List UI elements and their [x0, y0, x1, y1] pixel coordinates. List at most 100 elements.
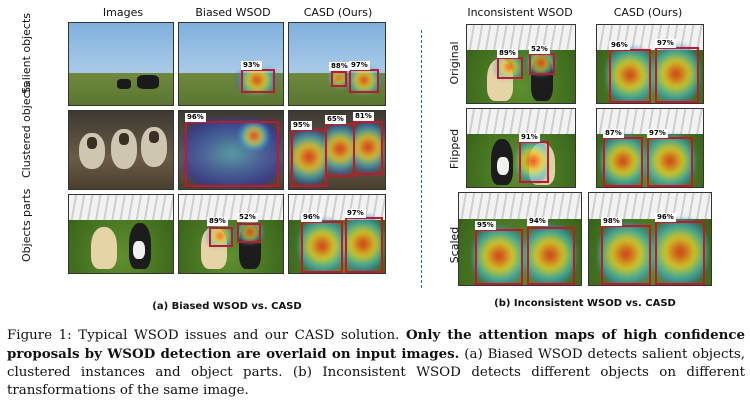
score-label: 97%: [655, 39, 676, 48]
score-label: 89%: [207, 217, 228, 226]
header-casd-right: CASD (Ours): [613, 6, 683, 19]
score-label: 89%: [497, 49, 518, 58]
image-original-inconsistent: 89% 52%: [466, 24, 576, 104]
image-parts-casd: 96% 97%: [288, 194, 386, 274]
detection-box: [527, 227, 575, 285]
detection-box: [301, 221, 343, 273]
attention-map: [653, 219, 707, 285]
score-label: 87%: [603, 129, 624, 138]
detection-box: [325, 123, 355, 177]
dog-shape: [91, 227, 117, 269]
score-label: 97%: [349, 61, 370, 70]
image-salient-original: [68, 22, 174, 106]
canopy-region: [467, 25, 575, 50]
header-images: Images: [102, 6, 144, 19]
detection-box: [601, 225, 651, 285]
attention-map: [325, 123, 355, 175]
detection-box: [609, 49, 651, 103]
attention-map: [517, 139, 549, 183]
score-label: 95%: [291, 121, 312, 130]
detection-box: [475, 229, 523, 285]
detection-box: [655, 47, 699, 103]
image-flipped-inconsistent: 91%: [466, 108, 576, 188]
score-label: 91%: [519, 133, 540, 142]
row-label-text: Clustered objects: [20, 82, 33, 178]
caption-rest: (a) Biased WSOD detects salient objects,…: [7, 347, 745, 398]
attention-map: [599, 223, 653, 285]
score-label: 96%: [609, 41, 630, 50]
score-label: 65%: [325, 115, 346, 124]
dog-chest: [497, 157, 509, 175]
image-flipped-casd: 87% 97%: [596, 108, 704, 188]
detection-box: [529, 53, 555, 75]
header-biased-wsod: Biased WSOD: [195, 6, 271, 19]
attention-map: [299, 219, 345, 273]
image-salient-biased: 93%: [178, 22, 284, 106]
image-scaled-casd: 98% 96%: [588, 192, 712, 286]
detection-box: [241, 69, 275, 93]
attention-map: [239, 123, 269, 149]
row-label-clustered: Clustered objects: [20, 82, 48, 178]
attention-map: [495, 55, 523, 79]
score-label: 98%: [601, 217, 622, 226]
score-label: 96%: [185, 113, 206, 122]
image-clustered-original: [68, 110, 174, 190]
image-scaled-inconsistent: 95% 94%: [458, 192, 582, 286]
detection-box: [519, 141, 549, 183]
score-label: 95%: [475, 221, 496, 230]
attention-map: [329, 69, 349, 87]
canopy-region: [589, 193, 711, 219]
row-label-text: Original: [448, 41, 461, 85]
image-parts-biased: 89% 52%: [178, 194, 284, 274]
score-label: 52%: [529, 45, 550, 54]
sheep-face: [149, 131, 159, 143]
score-label: 93%: [241, 61, 262, 70]
row-label-text: Flipped: [448, 128, 461, 170]
caption-bold: Only the attention maps of high confiden…: [7, 327, 745, 362]
attention-map: [237, 67, 277, 93]
row-label-parts: Objects parts: [20, 189, 48, 262]
dog-chest: [133, 241, 145, 259]
attention-map: [347, 67, 381, 93]
score-label: 81%: [353, 112, 374, 121]
score-label: 96%: [301, 213, 322, 222]
attention-map: [207, 225, 233, 247]
image-clustered-biased: 96%: [178, 110, 284, 190]
canopy-region: [69, 195, 173, 220]
score-label: 52%: [237, 213, 258, 222]
caption-lead: Figure 1: Typical WSOD issues and our CA…: [7, 328, 406, 343]
sheep-face: [119, 133, 129, 145]
detection-box: [185, 121, 279, 187]
score-label: 96%: [655, 213, 676, 222]
detection-box: [331, 71, 347, 87]
row-label-text: Objects parts: [20, 188, 33, 262]
score-label: 97%: [647, 129, 668, 138]
row-label-flipped: Flipped: [448, 119, 462, 179]
header-casd-left: CASD (Ours): [303, 6, 373, 19]
attention-map: [291, 129, 327, 185]
detection-box: [497, 57, 523, 79]
attention-map: [601, 135, 645, 187]
figure-caption: Figure 1: Typical WSOD issues and our CA…: [7, 326, 745, 400]
image-original-casd: 96% 97%: [596, 24, 704, 104]
cow-shape: [117, 79, 131, 89]
detection-box: [209, 227, 233, 247]
canopy-region: [459, 193, 581, 219]
attention-map: [343, 215, 383, 273]
attention-map: [607, 47, 653, 103]
detection-box: [291, 129, 327, 187]
subcaption-a: (a) Biased WSOD vs. CASD: [152, 301, 302, 312]
detection-box: [647, 137, 693, 187]
detection-box: [349, 69, 379, 93]
image-salient-casd: 88% 97%: [288, 22, 386, 106]
detection-box: [603, 137, 643, 187]
header-inconsistent-wsod: Inconsistent WSOD: [467, 6, 573, 19]
canopy-region: [179, 195, 283, 220]
attention-map: [653, 45, 699, 103]
detection-box: [237, 223, 261, 243]
detection-box: [353, 121, 383, 175]
attention-map: [525, 225, 575, 285]
sheep-face: [87, 137, 97, 149]
attention-map: [645, 135, 695, 187]
attention-map: [237, 221, 263, 243]
